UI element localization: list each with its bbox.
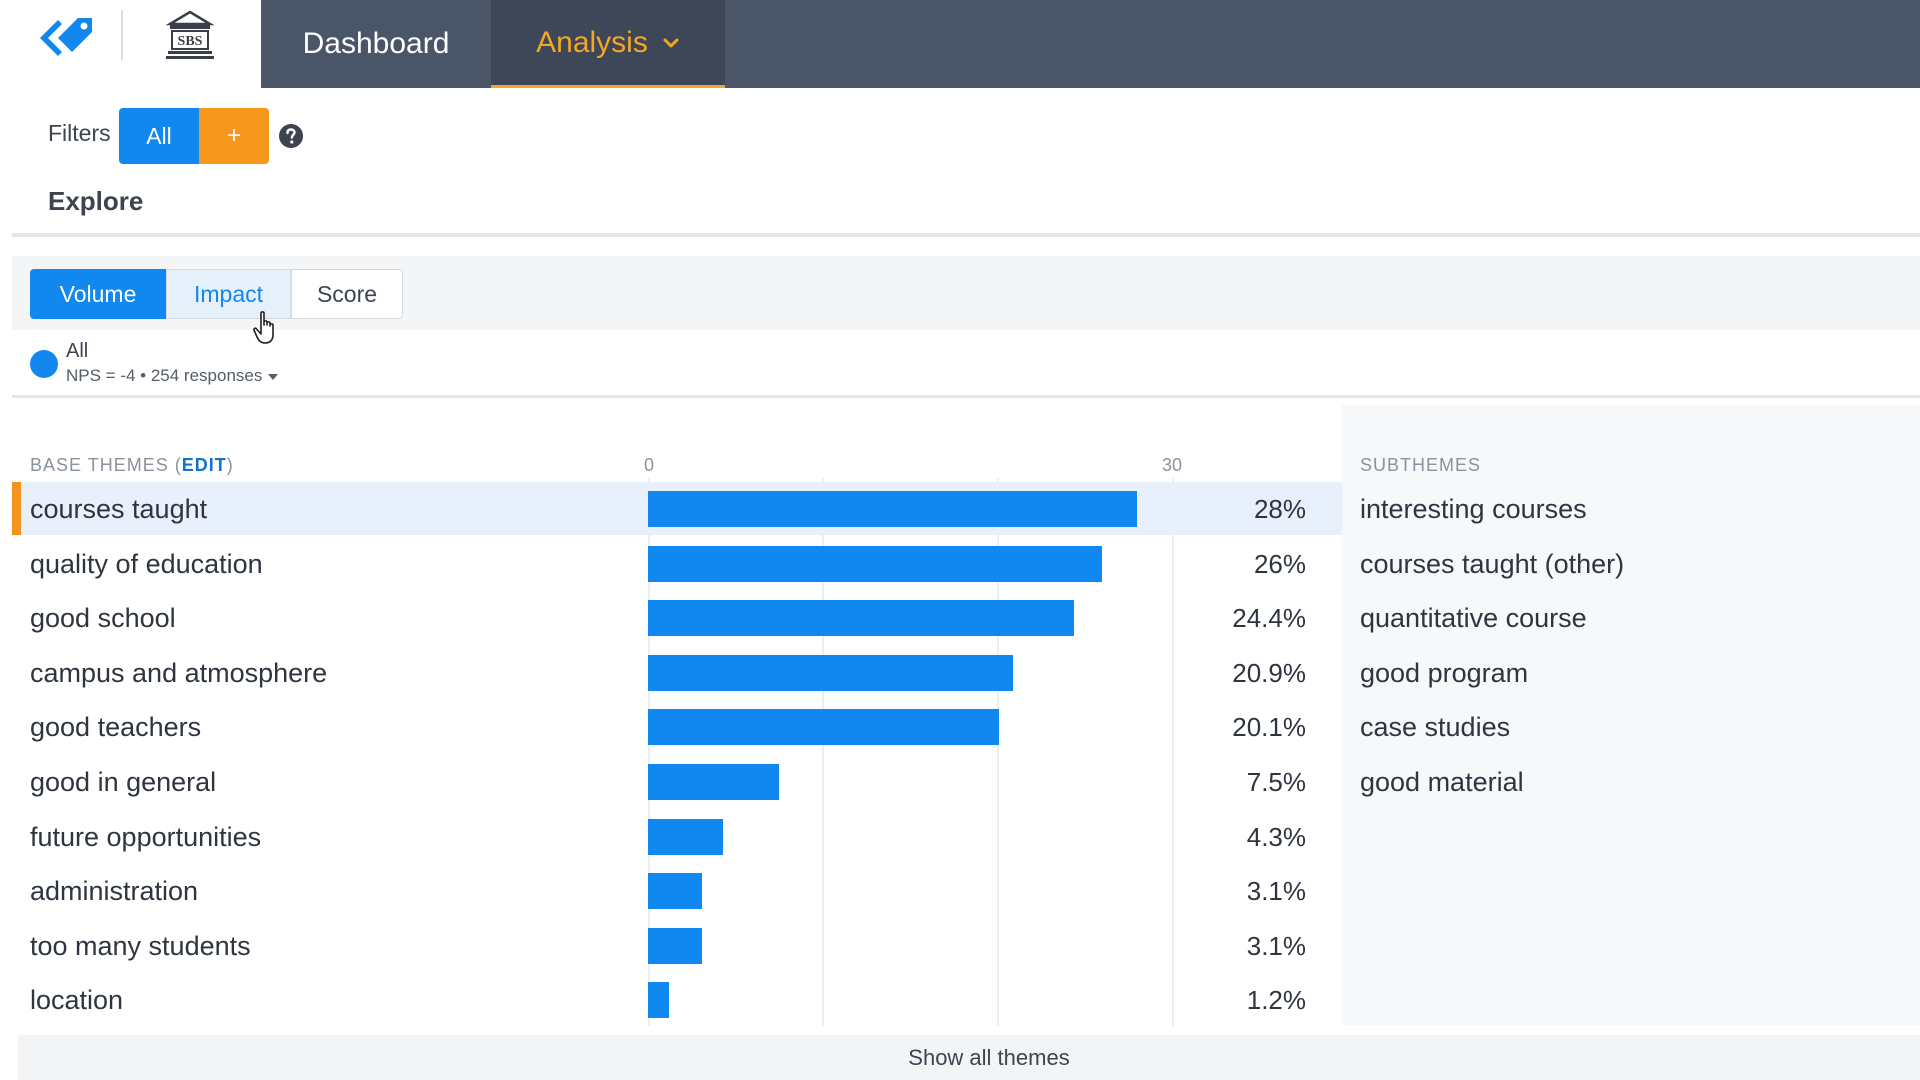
- subtheme-item[interactable]: good program: [1360, 657, 1529, 688]
- theme-value-label: 28%: [1253, 494, 1306, 524]
- gridline: [822, 478, 824, 1026]
- theme-value-label: 20.9%: [1232, 657, 1306, 688]
- tab-dashboard-label: Dashboard: [302, 27, 450, 60]
- top-navigation-bar: [0, 0, 1920, 88]
- series-name: All: [66, 340, 89, 362]
- theme-value-label: 4.3%: [1246, 821, 1306, 852]
- hand-cursor-icon: [253, 311, 274, 344]
- brand-area: SBS: [0, 0, 261, 88]
- theme-label: good school: [30, 603, 176, 634]
- theme-value-label: 3.1%: [1246, 930, 1306, 961]
- theme-row[interactable]: location 1.2%: [12, 973, 1342, 1027]
- theme-bar[interactable]: [648, 545, 1103, 582]
- subtheme-item[interactable]: quantitative course: [1360, 603, 1587, 634]
- page-title: Explore: [48, 186, 144, 216]
- show-all-themes-button[interactable]: Show all themes: [18, 1035, 1920, 1080]
- tab-impact[interactable]: Impact: [166, 269, 291, 319]
- series-dropdown[interactable]: NPS = -4 • 254 responses: [66, 366, 279, 386]
- theme-label: courses taught: [30, 494, 208, 524]
- axis-tick-label: 0: [644, 455, 655, 475]
- base-themes-label: BASE THEMES: [30, 455, 169, 475]
- theme-bar[interactable]: [648, 873, 703, 910]
- subtheme-item[interactable]: interesting courses: [1360, 494, 1587, 524]
- theme-bar[interactable]: [648, 491, 1138, 527]
- tab-volume[interactable]: Volume: [30, 269, 166, 319]
- gridline: [648, 478, 650, 1026]
- theme-bar[interactable]: [648, 764, 779, 800]
- theme-label: future opportunities: [30, 821, 262, 852]
- subthemes-header: SUBTHEMES: [1360, 455, 1482, 475]
- help-icon[interactable]: [278, 123, 304, 149]
- theme-value-label: 26%: [1253, 548, 1306, 579]
- theme-bar[interactable]: [648, 654, 1014, 691]
- axis-tick-label: 30: [1162, 455, 1183, 475]
- tab-analysis-label: Analysis: [536, 25, 648, 59]
- theme-row[interactable]: administration 3.1%: [12, 864, 1342, 918]
- school-logo-icon: SBS: [165, 10, 215, 59]
- edit-link-text: EDIT: [181, 455, 227, 475]
- divider: [12, 233, 1920, 237]
- divider: [12, 395, 1920, 398]
- chevron-down-icon: [663, 38, 679, 47]
- theme-row[interactable]: good school 24.4%: [12, 591, 1342, 645]
- theme-bar[interactable]: [648, 927, 703, 964]
- school-logo-text: SBS: [178, 34, 203, 49]
- theme-label: administration: [30, 876, 199, 907]
- subthemes-panel: SUBTHEMES interesting courses courses tau…: [1342, 405, 1920, 1025]
- filter-all-button[interactable]: All: [119, 108, 199, 164]
- filters-label: Filters: [48, 120, 111, 146]
- subtheme-item[interactable]: courses taught (other): [1360, 548, 1625, 579]
- theme-bar[interactable]: [648, 600, 1075, 637]
- theme-label: campus and atmosphere: [30, 657, 328, 688]
- subtheme-item[interactable]: case studies: [1360, 712, 1511, 743]
- theme-label: too many students: [30, 930, 251, 961]
- theme-label: location: [30, 985, 124, 1016]
- theme-label: quality of education: [30, 548, 263, 579]
- theme-value-label: 24.4%: [1232, 603, 1306, 634]
- brand-divider: [121, 10, 123, 60]
- tab-dashboard[interactable]: Dashboard: [261, 0, 491, 88]
- theme-row[interactable]: good teachers 20.1%: [12, 700, 1342, 754]
- tab-score[interactable]: Score: [291, 269, 403, 319]
- theme-row[interactable]: campus and atmosphere 20.9%: [12, 646, 1342, 700]
- add-filter-button[interactable]: +: [199, 108, 269, 164]
- base-themes-header: BASE THEMES (EDIT): [30, 455, 234, 476]
- theme-label: good teachers: [30, 712, 202, 743]
- theme-row[interactable]: good in general 7.5%: [12, 755, 1342, 809]
- tab-analysis[interactable]: Analysis: [491, 0, 725, 88]
- theme-label: good in general: [30, 767, 217, 797]
- theme-value-label: 1.2%: [1246, 985, 1306, 1016]
- theme-row[interactable]: quality of education 26%: [12, 537, 1342, 591]
- gridline: [997, 478, 999, 1026]
- gridline: [1172, 478, 1174, 1026]
- theme-row[interactable]: too many students 3.1%: [12, 919, 1342, 973]
- theme-bar[interactable]: [648, 982, 669, 1019]
- theme-value-label: 20.1%: [1232, 712, 1306, 743]
- theme-value-label: 3.1%: [1246, 876, 1306, 907]
- theme-row[interactable]: future opportunities 4.3%: [12, 810, 1342, 864]
- series-color-dot: [30, 350, 58, 378]
- theme-bar[interactable]: [648, 709, 1000, 746]
- series-meta-text: NPS = -4 • 254 responses: [66, 366, 263, 385]
- theme-bar[interactable]: [648, 818, 724, 855]
- theme-value-label: 7.5%: [1246, 767, 1306, 797]
- subtheme-item[interactable]: good material: [1360, 767, 1524, 797]
- theme-row[interactable]: courses taught 28%: [12, 482, 1342, 536]
- tag-logo-icon[interactable]: [36, 12, 96, 60]
- caret-down-icon: [268, 373, 279, 380]
- edit-themes-link[interactable]: (EDIT): [174, 455, 234, 475]
